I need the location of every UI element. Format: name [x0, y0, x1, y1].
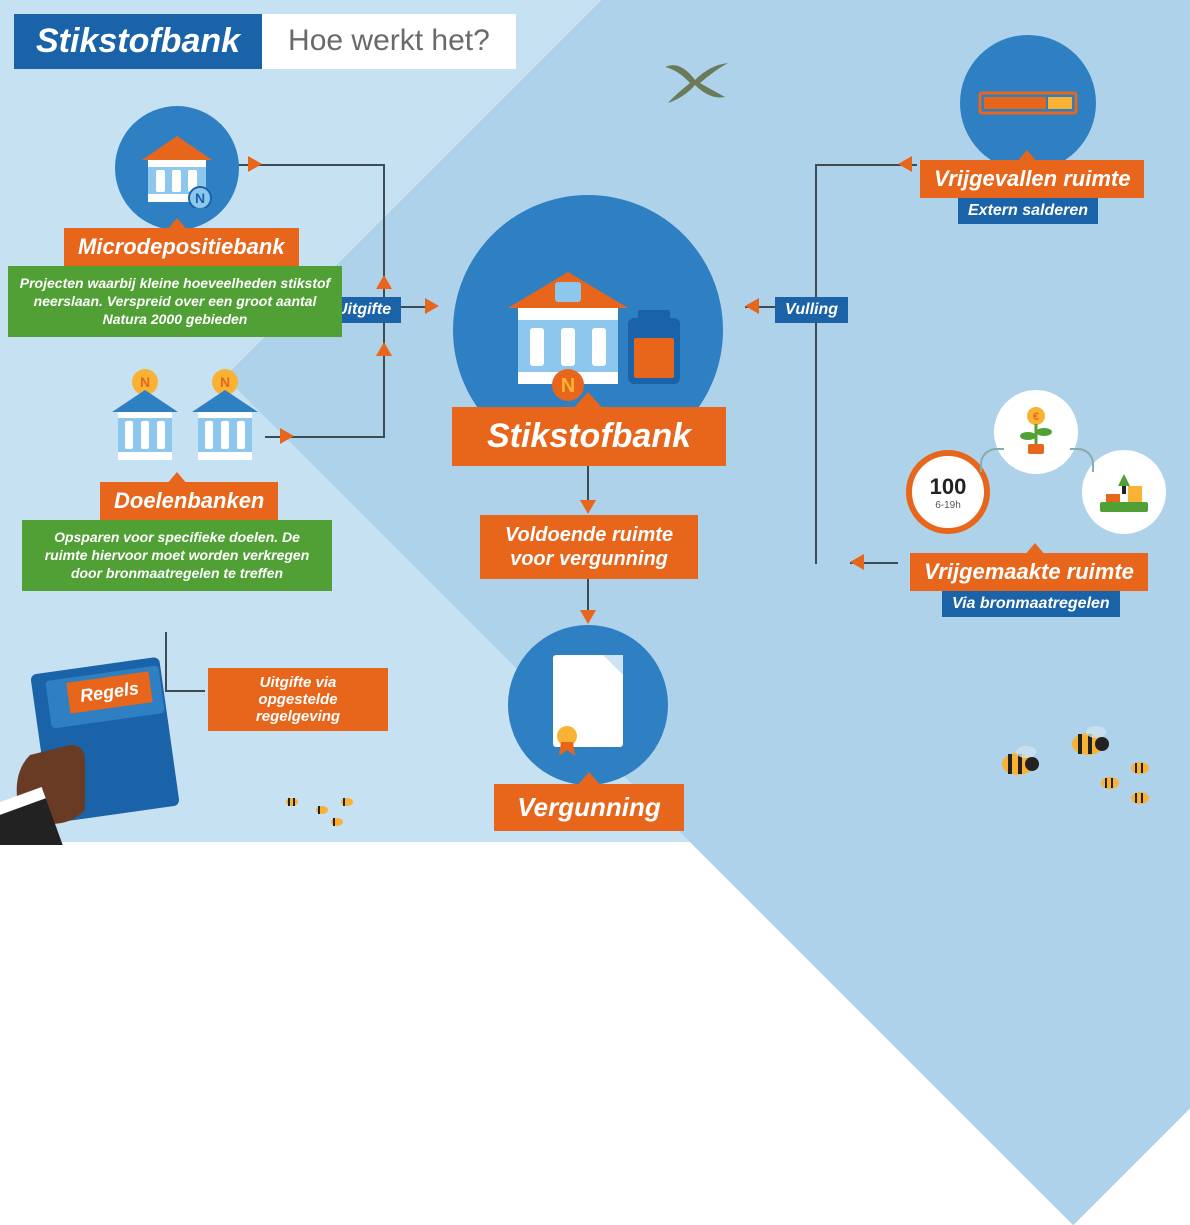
plant-coin-icon: €	[994, 390, 1078, 474]
arrow-icon	[898, 156, 912, 172]
vrijgevallen-label: Vrijgevallen ruimte	[920, 160, 1144, 198]
micro-desc: Projecten waarbij kleine hoeveelheden st…	[8, 266, 342, 337]
bees-large-icon	[990, 720, 1170, 820]
edge-label-vulling: Vulling	[775, 297, 848, 323]
vergunning-label: Vergunning	[494, 784, 684, 831]
progress-bar-icon	[978, 83, 1078, 123]
small-bank-icon: N	[132, 128, 222, 208]
machinery-icon	[1082, 450, 1166, 534]
arrow-icon	[425, 298, 439, 314]
connector	[980, 448, 1004, 472]
voldoende-line2: voor vergunning	[480, 547, 698, 571]
svg-text:N: N	[220, 374, 230, 390]
vrijgemaakte-label: Vrijgemaakte ruimte	[910, 553, 1148, 591]
speed-sub: 6-19h	[935, 500, 961, 511]
doelen-desc: Opsparen voor specifieke doelen. De ruim…	[22, 520, 332, 591]
micro-node: N	[115, 106, 239, 230]
bees-small-icon	[280, 790, 380, 830]
vrijgemaakte-node: 100 6-19h €	[900, 390, 1170, 560]
arrow-icon	[745, 298, 759, 314]
voldoende-label: Voldoende ruimte voor vergunning	[480, 515, 698, 579]
arrow-icon	[580, 500, 596, 514]
line	[815, 164, 817, 306]
vrijgemaakte-sub: Via bronmaatregelen	[942, 591, 1120, 617]
infographic-canvas: Stikstofbank Hoe werkt het? Uitgifte Vul…	[0, 0, 1190, 842]
line	[815, 308, 817, 564]
svg-text:N: N	[140, 374, 150, 390]
vergunning-node	[508, 625, 668, 785]
arrow-icon	[248, 156, 262, 172]
twin-banks-icon: N N	[100, 368, 270, 488]
speed-sign-icon: 100 6-19h	[906, 450, 990, 534]
center-label: Stikstofbank	[452, 407, 726, 466]
arrow-icon	[280, 428, 294, 444]
title-main: Stikstofbank	[14, 14, 262, 69]
hand-holding-book-icon	[0, 645, 190, 845]
title-bar: Stikstofbank Hoe werkt het?	[14, 14, 516, 69]
bird-icon	[660, 55, 730, 105]
speed-value: 100	[930, 474, 967, 500]
arrow-icon	[580, 610, 596, 624]
connector	[1070, 448, 1094, 472]
micro-label: Microdepositiebank	[64, 228, 299, 266]
regels-tooltip: Uitgifte via opgestelde regelgeving	[208, 668, 388, 731]
arrow-icon	[376, 342, 392, 356]
doelen-node: N N	[100, 368, 270, 488]
svg-text:N: N	[195, 190, 205, 206]
title-sub: Hoe werkt het?	[262, 14, 516, 69]
arrow-icon	[376, 275, 392, 289]
line	[383, 308, 385, 438]
voldoende-line1: Voldoende ruimte	[480, 523, 698, 547]
svg-text:€: €	[1033, 411, 1039, 423]
certificate-icon	[543, 650, 633, 760]
doelen-label: Doelenbanken	[100, 482, 278, 520]
arrow-icon	[850, 554, 864, 570]
vrijgevallen-sub: Extern salderen	[958, 198, 1098, 224]
